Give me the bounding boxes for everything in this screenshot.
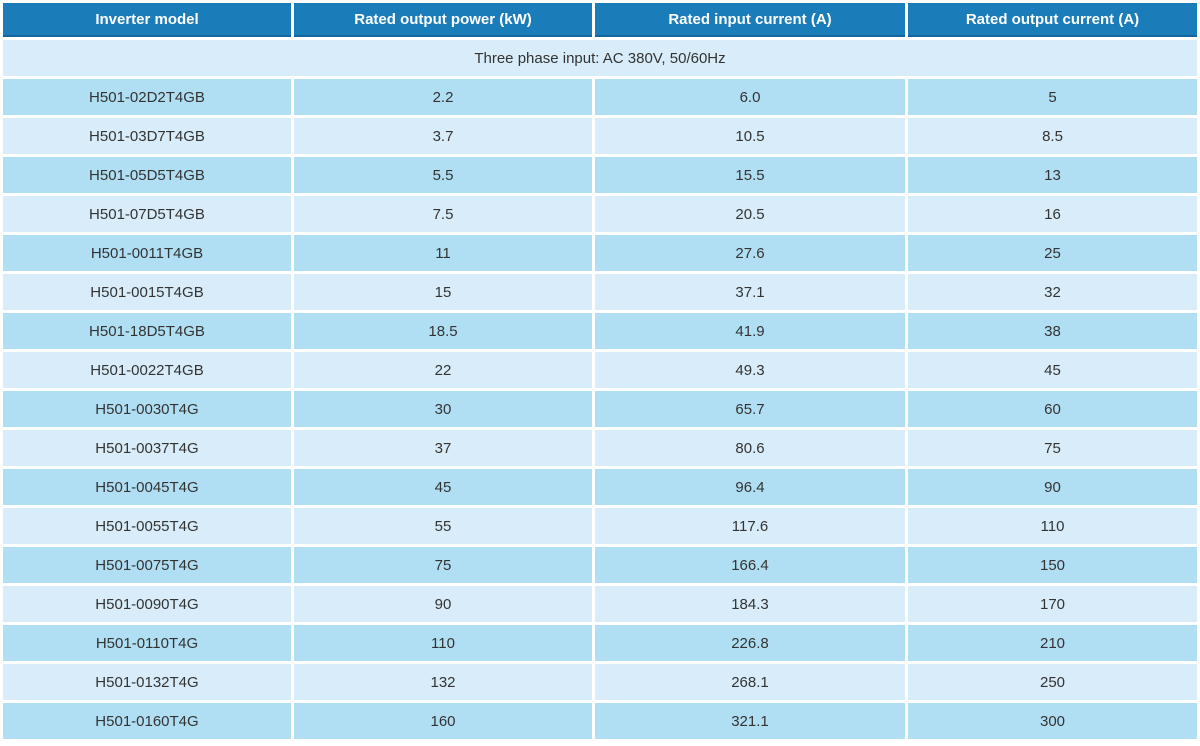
group-header-cell: Three phase input: AC 380V, 50/60Hz	[3, 40, 1197, 76]
cell-input-current: 65.7	[595, 391, 905, 427]
cell-output-current: 38	[908, 313, 1197, 349]
cell-output-power: 45	[294, 469, 592, 505]
cell-input-current: 184.3	[595, 586, 905, 622]
cell-input-current: 96.4	[595, 469, 905, 505]
cell-output-power: 132	[294, 664, 592, 700]
table-row: H501-0110T4G 110 226.8 210	[3, 625, 1197, 661]
table-row: H501-0045T4G 45 96.4 90	[3, 469, 1197, 505]
table-row: H501-18D5T4GB 18.5 41.9 38	[3, 313, 1197, 349]
cell-output-current: 300	[908, 703, 1197, 739]
cell-input-current: 41.9	[595, 313, 905, 349]
cell-output-current: 150	[908, 547, 1197, 583]
cell-output-power: 160	[294, 703, 592, 739]
cell-model: H501-0090T4G	[3, 586, 291, 622]
column-header-inverter-model: Inverter model	[3, 3, 291, 37]
table-row: H501-0011T4GB 11 27.6 25	[3, 235, 1197, 271]
column-header-rated-output-power: Rated output power (kW)	[294, 3, 592, 37]
table-row: H501-0022T4GB 22 49.3 45	[3, 352, 1197, 388]
cell-input-current: 268.1	[595, 664, 905, 700]
table-row: H501-0055T4G 55 117.6 110	[3, 508, 1197, 544]
cell-output-current: 45	[908, 352, 1197, 388]
table-row: H501-0090T4G 90 184.3 170	[3, 586, 1197, 622]
cell-input-current: 80.6	[595, 430, 905, 466]
cell-model: H501-0011T4GB	[3, 235, 291, 271]
cell-output-current: 75	[908, 430, 1197, 466]
cell-output-power: 75	[294, 547, 592, 583]
cell-input-current: 37.1	[595, 274, 905, 310]
cell-model: H501-02D2T4GB	[3, 79, 291, 115]
cell-model: H501-0045T4G	[3, 469, 291, 505]
cell-output-power: 30	[294, 391, 592, 427]
cell-input-current: 49.3	[595, 352, 905, 388]
cell-input-current: 15.5	[595, 157, 905, 193]
cell-output-current: 250	[908, 664, 1197, 700]
cell-output-power: 5.5	[294, 157, 592, 193]
table-row: H501-07D5T4GB 7.5 20.5 16	[3, 196, 1197, 232]
cell-output-power: 15	[294, 274, 592, 310]
table-header-row: Inverter model Rated output power (kW) R…	[3, 3, 1197, 37]
cell-output-current: 110	[908, 508, 1197, 544]
table-body: Three phase input: AC 380V, 50/60Hz H501…	[3, 40, 1197, 739]
cell-model: H501-0037T4G	[3, 430, 291, 466]
column-header-rated-output-current: Rated output current (A)	[908, 3, 1197, 37]
cell-model: H501-03D7T4GB	[3, 118, 291, 154]
cell-input-current: 27.6	[595, 235, 905, 271]
cell-output-current: 60	[908, 391, 1197, 427]
cell-output-power: 18.5	[294, 313, 592, 349]
table-row: H501-0075T4G 75 166.4 150	[3, 547, 1197, 583]
cell-output-power: 110	[294, 625, 592, 661]
cell-model: H501-0132T4G	[3, 664, 291, 700]
cell-input-current: 20.5	[595, 196, 905, 232]
cell-output-power: 22	[294, 352, 592, 388]
cell-model: H501-0110T4G	[3, 625, 291, 661]
table-row: H501-0030T4G 30 65.7 60	[3, 391, 1197, 427]
cell-output-power: 37	[294, 430, 592, 466]
cell-model: H501-07D5T4GB	[3, 196, 291, 232]
column-header-rated-input-current: Rated input current (A)	[595, 3, 905, 37]
cell-model: H501-0075T4G	[3, 547, 291, 583]
cell-input-current: 10.5	[595, 118, 905, 154]
cell-output-power: 3.7	[294, 118, 592, 154]
cell-output-current: 25	[908, 235, 1197, 271]
cell-model: H501-0022T4GB	[3, 352, 291, 388]
cell-input-current: 166.4	[595, 547, 905, 583]
cell-output-power: 11	[294, 235, 592, 271]
table-row: H501-0015T4GB 15 37.1 32	[3, 274, 1197, 310]
cell-model: H501-0160T4G	[3, 703, 291, 739]
table-row: H501-03D7T4GB 3.7 10.5 8.5	[3, 118, 1197, 154]
cell-model: H501-18D5T4GB	[3, 313, 291, 349]
cell-output-power: 55	[294, 508, 592, 544]
cell-output-current: 8.5	[908, 118, 1197, 154]
table-row: H501-02D2T4GB 2.2 6.0 5	[3, 79, 1197, 115]
cell-output-current: 210	[908, 625, 1197, 661]
table-row: H501-0160T4G 160 321.1 300	[3, 703, 1197, 739]
table-row: H501-0132T4G 132 268.1 250	[3, 664, 1197, 700]
cell-input-current: 117.6	[595, 508, 905, 544]
group-header-row: Three phase input: AC 380V, 50/60Hz	[3, 40, 1197, 76]
cell-input-current: 6.0	[595, 79, 905, 115]
cell-model: H501-0030T4G	[3, 391, 291, 427]
cell-output-power: 7.5	[294, 196, 592, 232]
cell-output-current: 13	[908, 157, 1197, 193]
cell-input-current: 226.8	[595, 625, 905, 661]
cell-output-current: 90	[908, 469, 1197, 505]
cell-output-current: 5	[908, 79, 1197, 115]
cell-model: H501-05D5T4GB	[3, 157, 291, 193]
table-row: H501-05D5T4GB 5.5 15.5 13	[3, 157, 1197, 193]
table-row: H501-0037T4G 37 80.6 75	[3, 430, 1197, 466]
cell-model: H501-0055T4G	[3, 508, 291, 544]
cell-output-power: 2.2	[294, 79, 592, 115]
cell-model: H501-0015T4GB	[3, 274, 291, 310]
cell-input-current: 321.1	[595, 703, 905, 739]
cell-output-current: 16	[908, 196, 1197, 232]
cell-output-current: 170	[908, 586, 1197, 622]
cell-output-power: 90	[294, 586, 592, 622]
cell-output-current: 32	[908, 274, 1197, 310]
